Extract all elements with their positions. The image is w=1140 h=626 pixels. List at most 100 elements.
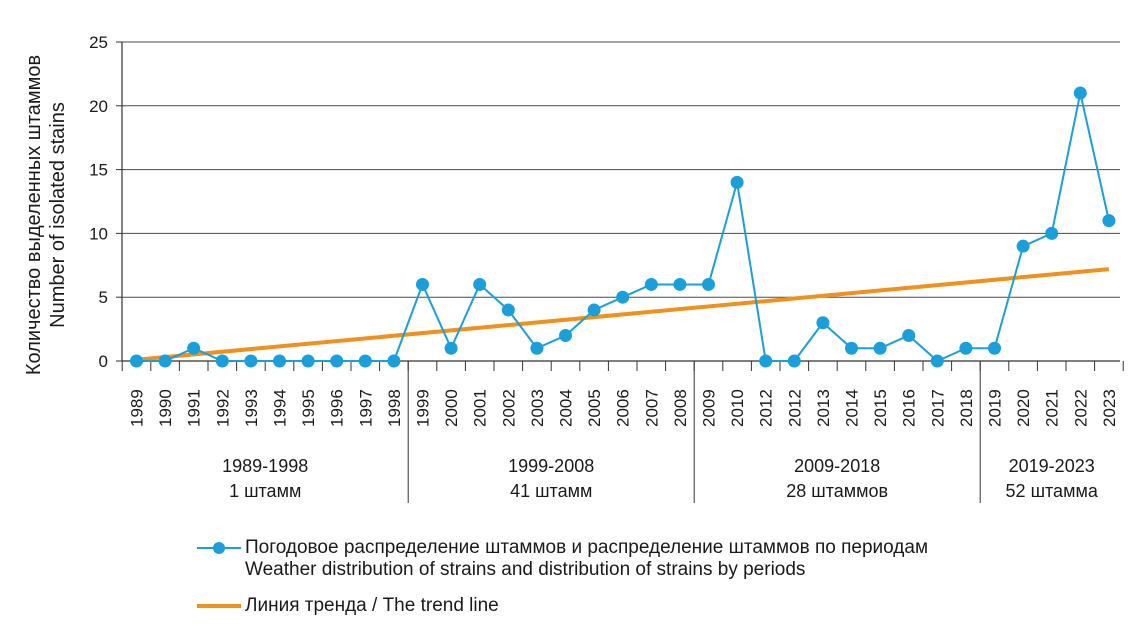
x-tick-label: 2001 — [471, 389, 490, 427]
legend-trend-marker — [197, 604, 241, 608]
data-point — [845, 341, 858, 355]
data-point — [1045, 226, 1059, 240]
period-range: 2009-2018 — [794, 456, 880, 476]
data-point — [530, 341, 544, 355]
data-point — [130, 354, 143, 368]
axes — [116, 41, 1124, 503]
x-tick-label: 1999 — [414, 389, 433, 427]
x-tick-label: 1993 — [242, 389, 261, 427]
y-tick-label: 25 — [89, 33, 108, 52]
data-point — [959, 341, 973, 355]
x-tick-label: 2013 — [814, 389, 833, 427]
data-point — [444, 341, 458, 355]
legend-series: Погодовое распределение штаммов и распре… — [197, 537, 928, 581]
x-tick-label: 2002 — [499, 389, 518, 427]
series-line — [136, 92, 1110, 363]
x-tick-label: 1997 — [356, 389, 375, 427]
data-point — [902, 328, 916, 342]
x-tick-label: 2014 — [843, 389, 862, 427]
legend-series-label-en: Weather distribution of strains and dist… — [245, 559, 806, 580]
data-point — [730, 175, 744, 189]
data-point — [759, 354, 773, 368]
gridlines — [122, 41, 1120, 298]
data-point — [873, 341, 887, 355]
data-point — [1016, 239, 1030, 253]
x-tick-label: 2015 — [871, 389, 890, 427]
x-tick-label: 2012 — [785, 389, 804, 427]
y-tick-label: 20 — [89, 97, 108, 116]
data-point — [301, 354, 315, 368]
y-axis-title-en: Number of isolated stains — [47, 102, 69, 328]
x-tick-label: 1991 — [185, 389, 204, 427]
data-point — [787, 354, 801, 368]
x-tick-label: 2008 — [671, 389, 690, 427]
x-tick-label: 2016 — [900, 389, 919, 427]
data-point — [358, 354, 372, 368]
legend-trend: Линия тренда / The trend line — [197, 595, 499, 617]
data-point — [559, 328, 572, 342]
x-tick-label: 1989 — [128, 389, 147, 427]
x-tick-label: 1996 — [328, 389, 347, 427]
legend-trend-label: Линия тренда / The trend line — [245, 595, 499, 616]
data-point — [673, 277, 687, 291]
y-tick-label: 10 — [89, 224, 108, 243]
data-point — [273, 354, 286, 368]
data-point — [988, 341, 1001, 355]
data-point — [187, 341, 201, 355]
period-count: 52 штамма — [1006, 481, 1099, 501]
data-point — [387, 354, 401, 368]
x-tick-label: 2017 — [928, 389, 947, 427]
data-point — [587, 303, 601, 317]
x-tick-label: 1992 — [213, 389, 232, 427]
y-ticks: 0 5 10 15 20 25 — [89, 33, 108, 371]
x-tick-label: 2006 — [614, 389, 633, 427]
period-count: 1 штамм — [229, 481, 301, 501]
trend-line — [136, 267, 1110, 362]
data-point — [244, 354, 258, 368]
data-point — [1073, 86, 1087, 100]
x-tick-label: 1990 — [156, 389, 175, 427]
y-tick-label: 5 — [99, 288, 108, 307]
period-count: 28 штаммов — [786, 481, 888, 501]
legend-series-marker — [197, 542, 241, 554]
legend-series-label-ru: Погодовое распределение штаммов и распре… — [245, 537, 929, 558]
period-count: 41 штамм — [510, 481, 592, 501]
strain-series — [130, 86, 1116, 368]
data-point — [158, 354, 172, 368]
data-point — [416, 277, 429, 291]
x-tick-label: 2005 — [585, 389, 604, 427]
x-tick-label: 2022 — [1071, 389, 1090, 427]
data-point — [330, 354, 344, 368]
data-point — [816, 316, 830, 330]
x-tick-label: 2018 — [957, 389, 976, 427]
x-ticks: 1989 1990 1991 1992 1993 1994 1995 1996 1997 1998… — [128, 389, 1119, 427]
x-tick-label: 2010 — [728, 389, 747, 427]
data-point — [644, 277, 658, 291]
x-tick-label: 2021 — [1043, 389, 1062, 427]
data-point — [215, 354, 229, 368]
period-range: 2019-2023 — [1009, 456, 1095, 476]
data-point — [473, 277, 487, 291]
x-tick-label: 1998 — [385, 389, 404, 427]
x-tick-label: 2000 — [442, 389, 461, 427]
period-range: 1999-2008 — [508, 456, 594, 476]
x-tick-label: 2003 — [528, 389, 547, 427]
period-labels: 1989-1998 1 штамм 1999-2008 41 штамм 2009-20… — [222, 456, 1099, 501]
trend-line-path — [136, 267, 1110, 362]
y-axis-title: Количество выделенных штаммов Number of … — [23, 55, 69, 375]
data-point — [930, 354, 944, 368]
y-axis-title-ru: Количество выделенных штаммов — [23, 55, 45, 375]
period-range: 1989-1998 — [222, 456, 308, 476]
data-point — [501, 303, 515, 317]
y-tick-label: 0 — [99, 352, 108, 371]
x-tick-label: 2007 — [642, 389, 661, 427]
x-tick-label: 2004 — [557, 389, 576, 427]
x-tick-label: 2019 — [986, 389, 1005, 427]
x-tick-label: 2012 — [757, 389, 776, 427]
y-tick-label: 15 — [89, 161, 108, 180]
x-tick-label: 2020 — [1014, 389, 1033, 427]
x-tick-label: 2009 — [700, 389, 719, 427]
x-tick-label: 2023 — [1100, 389, 1119, 427]
data-point — [616, 290, 630, 304]
